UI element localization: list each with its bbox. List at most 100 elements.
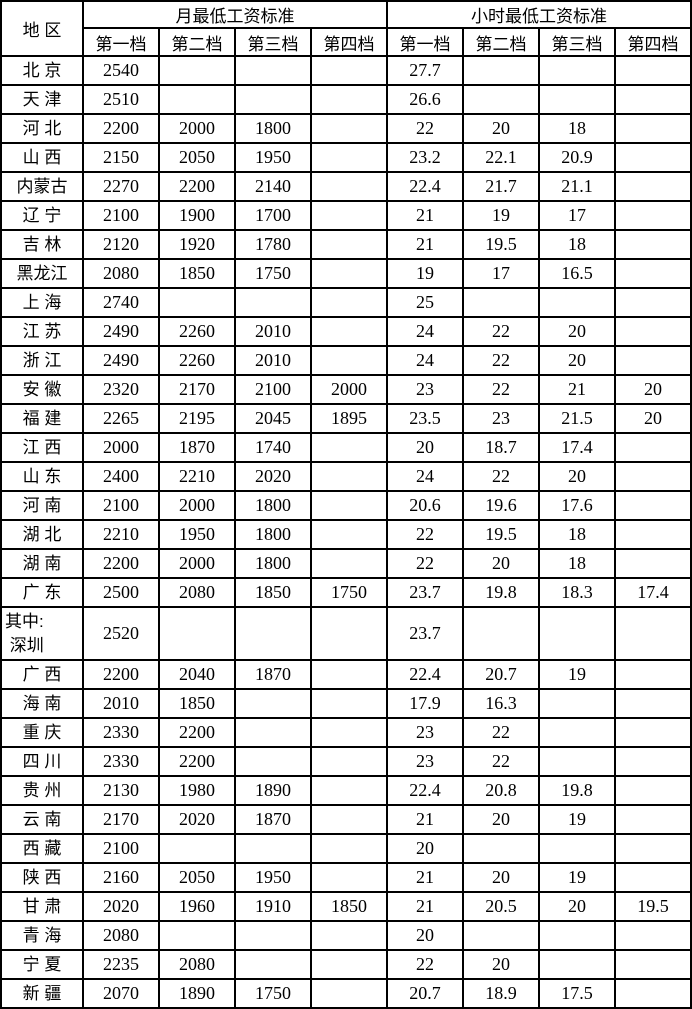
month-tier-4-cell [310,287,388,318]
month-tier-2-cell: 2000 [158,113,236,144]
region-cell: 天 津 [0,84,84,115]
month-tier-2-cell: 1890 [158,978,236,1009]
hour-tier-2-cell: 20 [462,862,540,893]
month-tier-4-cell: 2000 [310,374,388,405]
month-tier-2-cell: 2080 [158,949,236,980]
region-cell: 新 疆 [0,978,84,1009]
table-row: 湖 北 2210 1950 1800 22 19.5 18 [0,519,692,550]
hour-tier-3-header: 第三档 [538,27,616,57]
hour-tier-4-cell [614,490,692,521]
hour-tier-2-cell: 20.7 [462,659,540,690]
hour-tier-1-cell: 24 [386,461,464,492]
table-row: 海 南 2010 1850 17.9 16.3 [0,688,692,719]
hour-tier-1-cell: 22 [386,949,464,980]
hour-tier-3-cell [538,55,616,86]
hour-tier-4-cell [614,84,692,115]
month-tier-1-cell: 2500 [82,577,160,608]
region-cell: 宁 夏 [0,949,84,980]
region-cell: 安 徽 [0,374,84,405]
hour-tier-4-cell: 20 [614,374,692,405]
region-cell: 北 京 [0,55,84,86]
hour-tier-2-cell: 18.7 [462,432,540,463]
month-tier-3-cell: 1950 [234,862,312,893]
month-tier-2-cell: 1850 [158,688,236,719]
hour-tier-4-cell [614,717,692,748]
month-tier-3-cell: 1700 [234,200,312,231]
table-row: 吉 林 2120 1920 1780 21 19.5 18 [0,229,692,260]
month-tier-4-cell [310,717,388,748]
hour-tier-4-cell [614,746,692,777]
table-row: 四 川 2330 2200 23 22 [0,746,692,777]
hour-tier-4-cell [614,659,692,690]
month-tier-4-cell [310,519,388,550]
table-row: 重 庆 2330 2200 23 22 [0,717,692,748]
hour-tier-1-cell: 20.7 [386,978,464,1009]
month-tier-3-cell [234,688,312,719]
hour-tier-4-cell [614,432,692,463]
region-cell: 云 南 [0,804,84,835]
month-tier-1-cell: 2740 [82,287,160,318]
hour-tier-4-cell [614,688,692,719]
hour-tier-2-cell: 16.3 [462,688,540,719]
hour-tier-1-cell: 20 [386,432,464,463]
month-tier-1-cell: 2080 [82,258,160,289]
month-tier-2-cell [158,84,236,115]
month-tier-3-cell [234,833,312,864]
region-cell: 湖 北 [0,519,84,550]
table-row: 贵 州 2130 1980 1890 22.4 20.8 19.8 [0,775,692,806]
month-tier-3-cell [234,920,312,951]
hour-tier-4-cell: 17.4 [614,577,692,608]
hour-tier-2-cell: 22 [462,717,540,748]
table-row: 北 京 2540 27.7 [0,55,692,86]
month-tier-4-cell [310,548,388,579]
hour-tier-3-cell: 20 [538,345,616,376]
month-tier-3-cell: 1750 [234,978,312,1009]
hour-tier-2-cell: 19.5 [462,519,540,550]
month-tier-4-cell [310,84,388,115]
month-tier-2-cell: 1870 [158,432,236,463]
month-tier-4-cell [310,833,388,864]
table-row: 天 津 2510 26.6 [0,84,692,115]
table-row: 内蒙古 2270 2200 2140 22.4 21.7 21.1 [0,171,692,202]
month-tier-4-cell [310,345,388,376]
month-tier-2-cell: 2200 [158,746,236,777]
month-tier-2-cell: 2000 [158,490,236,521]
month-tier-1-cell: 2020 [82,891,160,922]
month-tier-3-header: 第三档 [234,27,312,57]
month-tier-4-cell [310,316,388,347]
month-tier-1-cell: 2330 [82,746,160,777]
month-tier-4-header: 第四档 [310,27,388,57]
month-tier-2-cell: 2210 [158,461,236,492]
hour-tier-3-cell: 17.5 [538,978,616,1009]
table-row: 河 北 2200 2000 1800 22 20 18 [0,113,692,144]
hour-tier-4-cell [614,229,692,260]
region-cell: 陕 西 [0,862,84,893]
region-cell: 上 海 [0,287,84,318]
hour-tier-2-cell: 17 [462,258,540,289]
hour-tier-3-cell [538,746,616,777]
month-tier-1-cell: 2400 [82,461,160,492]
table-row: 云 南 2170 2020 1870 21 20 19 [0,804,692,835]
region-cell: 重 庆 [0,717,84,748]
month-tier-1-cell: 2000 [82,432,160,463]
month-tier-3-cell: 1870 [234,659,312,690]
month-tier-4-cell [310,920,388,951]
region-cell: 浙 江 [0,345,84,376]
hour-tier-4-cell: 20 [614,403,692,434]
month-tier-3-cell [234,84,312,115]
hour-tier-4-cell [614,55,692,86]
hour-tier-3-cell: 18 [538,519,616,550]
hour-tier-1-cell: 22.4 [386,171,464,202]
month-tier-1-cell: 2170 [82,804,160,835]
month-tier-1-cell: 2510 [82,84,160,115]
hour-tier-1-cell: 23 [386,374,464,405]
hour-tier-3-cell: 21 [538,374,616,405]
hour-tier-2-cell: 20.5 [462,891,540,922]
region-cell: 山 东 [0,461,84,492]
month-tier-4-cell [310,978,388,1009]
hour-tier-1-cell: 23.5 [386,403,464,434]
month-tier-2-cell: 1980 [158,775,236,806]
region-cell: 广 东 [0,577,84,608]
region-column-header: 地 区 [0,0,84,57]
month-tier-3-cell [234,949,312,980]
